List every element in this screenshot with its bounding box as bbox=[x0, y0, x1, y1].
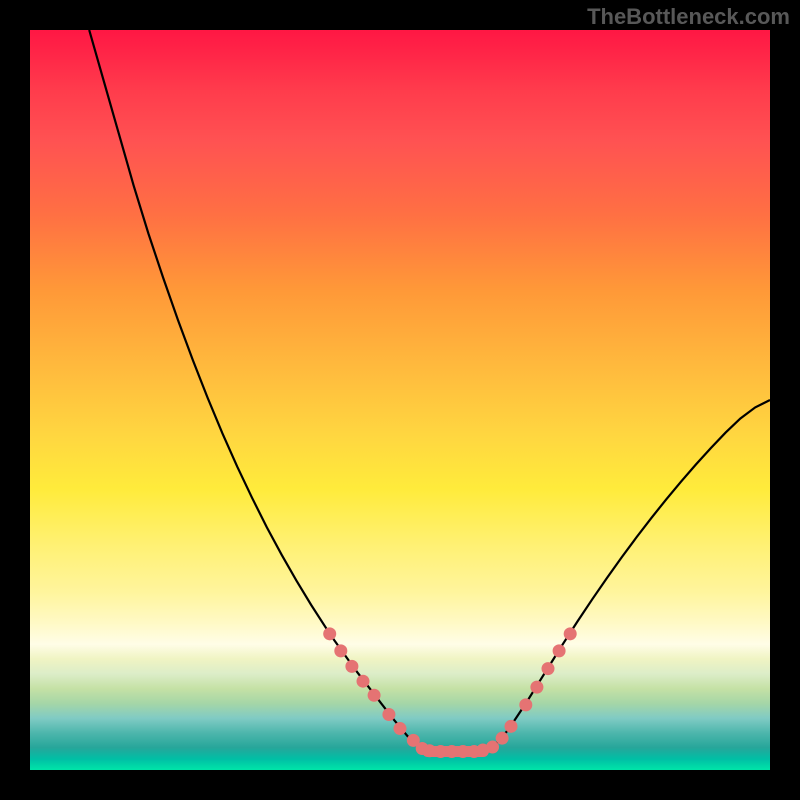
chart-svg-layer bbox=[30, 30, 770, 770]
watermark-text: TheBottleneck.com bbox=[587, 4, 790, 30]
data-marker bbox=[496, 732, 509, 745]
chart-plot-area bbox=[30, 30, 770, 770]
data-marker bbox=[505, 720, 518, 733]
data-marker bbox=[323, 627, 336, 640]
data-marker bbox=[357, 675, 370, 688]
data-marker bbox=[542, 662, 555, 675]
data-marker bbox=[345, 660, 358, 673]
data-marker bbox=[394, 722, 407, 735]
data-marker bbox=[519, 698, 532, 711]
data-marker bbox=[434, 745, 447, 758]
data-marker bbox=[553, 644, 566, 657]
data-marker bbox=[382, 708, 395, 721]
data-marker bbox=[530, 681, 543, 694]
data-marker bbox=[564, 627, 577, 640]
data-marker bbox=[368, 689, 381, 702]
data-marker bbox=[423, 744, 436, 757]
data-marker bbox=[445, 745, 458, 758]
data-marker bbox=[334, 644, 347, 657]
data-marker bbox=[456, 745, 469, 758]
data-marker-group bbox=[323, 627, 577, 758]
data-marker bbox=[486, 741, 499, 754]
bottleneck-curve bbox=[89, 30, 770, 752]
